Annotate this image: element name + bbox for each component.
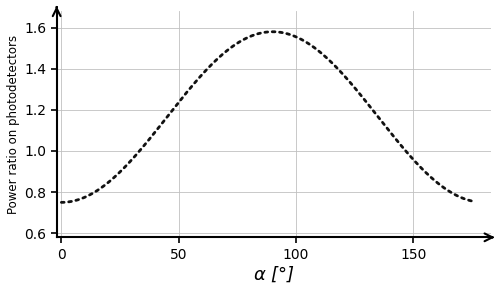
Y-axis label: Power ratio on photodetectors: Power ratio on photodetectors <box>7 35 20 214</box>
X-axis label: $\alpha$ [°]: $\alpha$ [°] <box>253 265 294 284</box>
